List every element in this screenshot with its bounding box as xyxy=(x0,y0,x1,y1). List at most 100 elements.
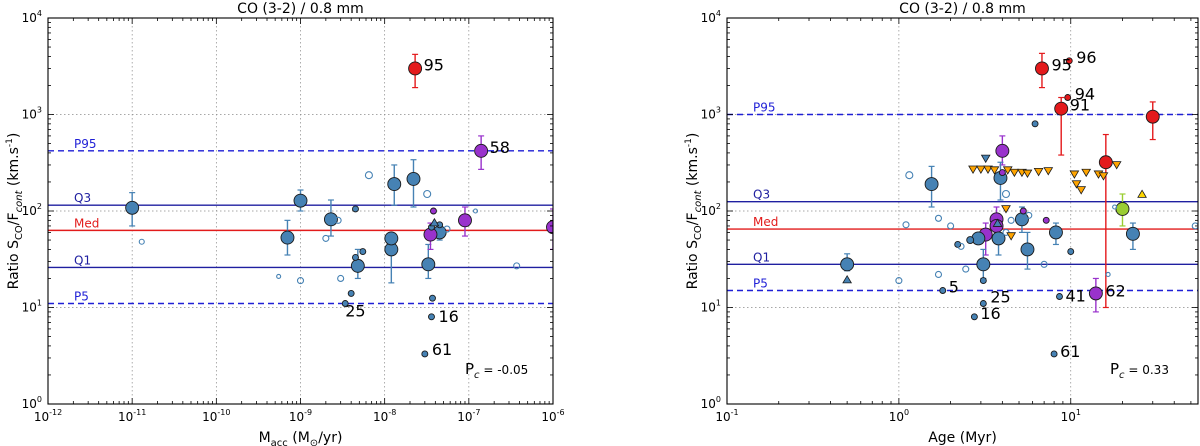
data-point xyxy=(474,143,489,158)
data-point xyxy=(924,177,939,192)
chart-title: CO (3-2) / 0.8 mm xyxy=(899,1,1026,17)
point-label: 16 xyxy=(438,307,458,326)
reference-label-p5: P5 xyxy=(753,277,768,291)
upper-limit-marker xyxy=(1076,186,1087,195)
point-label: 5 xyxy=(949,278,959,297)
data-point xyxy=(970,313,978,321)
data-point xyxy=(1035,61,1049,76)
data-point xyxy=(1019,207,1027,215)
x-tick-label: 10-1 xyxy=(715,408,738,424)
reference-label-q1: Q1 xyxy=(753,250,770,264)
point-label: 94 xyxy=(1075,85,1095,104)
open-point xyxy=(895,277,903,285)
open-point xyxy=(322,234,330,242)
accretion-ratio-chart: P95 Q3 Med Q1 P5 95 58 25 16 61 10-12 10-11 10-10 10-… xyxy=(5,1,565,446)
y-tick-label: 100 xyxy=(701,395,721,411)
point-label: 95 xyxy=(1051,55,1071,74)
data-point xyxy=(1145,109,1160,124)
point-label: 58 xyxy=(490,138,510,157)
open-point xyxy=(962,265,970,273)
data-point xyxy=(1115,202,1130,216)
open-point xyxy=(423,189,432,199)
open-point xyxy=(1191,222,1198,230)
x-tick-label: 10-11 xyxy=(118,408,146,424)
open-point xyxy=(1112,204,1118,210)
data-point xyxy=(546,220,553,235)
x-tick-label: 10-6 xyxy=(541,408,564,424)
upper-limit-marker xyxy=(1069,170,1080,179)
open-point xyxy=(472,208,479,214)
open-point xyxy=(443,225,451,233)
x-tick-label: 100 xyxy=(889,408,909,424)
data-point xyxy=(428,313,435,321)
data-point xyxy=(352,254,359,261)
reference-label-q1: Q1 xyxy=(74,253,91,267)
data-point xyxy=(1056,293,1063,300)
data-point xyxy=(1050,350,1058,358)
data-point xyxy=(1014,212,1029,227)
data-point xyxy=(421,350,429,358)
data-point xyxy=(1064,94,1072,101)
data-point xyxy=(991,231,1006,246)
lower-limit-marker xyxy=(429,217,440,227)
upper-limit-marker xyxy=(980,154,991,164)
upper-limit-marker xyxy=(1043,167,1054,176)
upper-limit-marker xyxy=(1006,232,1017,241)
data-point xyxy=(1125,226,1140,241)
upper-limit-marker xyxy=(975,165,986,174)
x-tick-label: 10-9 xyxy=(289,408,312,424)
y-tick-label: 103 xyxy=(701,106,721,122)
data-point xyxy=(359,248,367,256)
y-tick-label: 102 xyxy=(701,202,721,218)
reference-label-med: Med xyxy=(753,215,778,229)
upper-limit-marker xyxy=(1033,168,1044,177)
data-point xyxy=(1020,242,1035,257)
point-label: 62 xyxy=(1105,281,1125,300)
open-point xyxy=(934,214,943,222)
reference-lines: P95 Q3 Med Q1 P5 xyxy=(727,101,1198,292)
correlation-label: Pc = -0.05 xyxy=(465,360,528,381)
open-point xyxy=(296,277,305,285)
data-point xyxy=(1048,225,1063,240)
lower-limit-marker xyxy=(992,218,1003,227)
data-point xyxy=(125,200,140,215)
data-point xyxy=(458,213,472,228)
data-point xyxy=(971,231,986,246)
data-markers xyxy=(840,52,1198,358)
point-label: 61 xyxy=(1060,342,1080,361)
x-tick-label: 10-10 xyxy=(202,408,230,424)
data-point xyxy=(387,177,402,192)
data-point xyxy=(1098,155,1113,170)
point-label: 96 xyxy=(1076,48,1096,67)
data-point xyxy=(1065,57,1073,65)
data-markers xyxy=(125,53,553,358)
data-point xyxy=(979,300,987,307)
data-point xyxy=(323,212,338,227)
reference-label-med: Med xyxy=(74,216,99,230)
data-point xyxy=(347,289,355,297)
reference-label-p5: P5 xyxy=(74,290,89,304)
data-point xyxy=(280,230,295,245)
data-point xyxy=(1088,286,1103,301)
point-label: 95 xyxy=(424,55,444,74)
y-tick-label: 102 xyxy=(22,202,42,218)
data-point xyxy=(840,257,855,272)
x-axis-label: Age (Myr) xyxy=(928,430,997,446)
data-point xyxy=(1054,101,1069,116)
reference-label-p95: P95 xyxy=(753,101,776,115)
x-tick-label: 10-8 xyxy=(373,408,396,424)
data-point xyxy=(998,169,1006,177)
open-point xyxy=(513,262,521,270)
upper-limit-marker xyxy=(1071,180,1082,189)
upper-limit-marker xyxy=(1098,172,1109,181)
y-tick-label: 100 xyxy=(22,395,42,411)
open-point xyxy=(1105,271,1111,278)
axis-ticks xyxy=(726,17,1198,405)
axis-ticks xyxy=(47,17,554,405)
data-point xyxy=(966,236,975,244)
y-axis-label: Ratio SCO/Fcont (km.s-1) xyxy=(684,133,704,290)
point-label: 61 xyxy=(432,340,452,359)
open-point xyxy=(364,171,373,180)
